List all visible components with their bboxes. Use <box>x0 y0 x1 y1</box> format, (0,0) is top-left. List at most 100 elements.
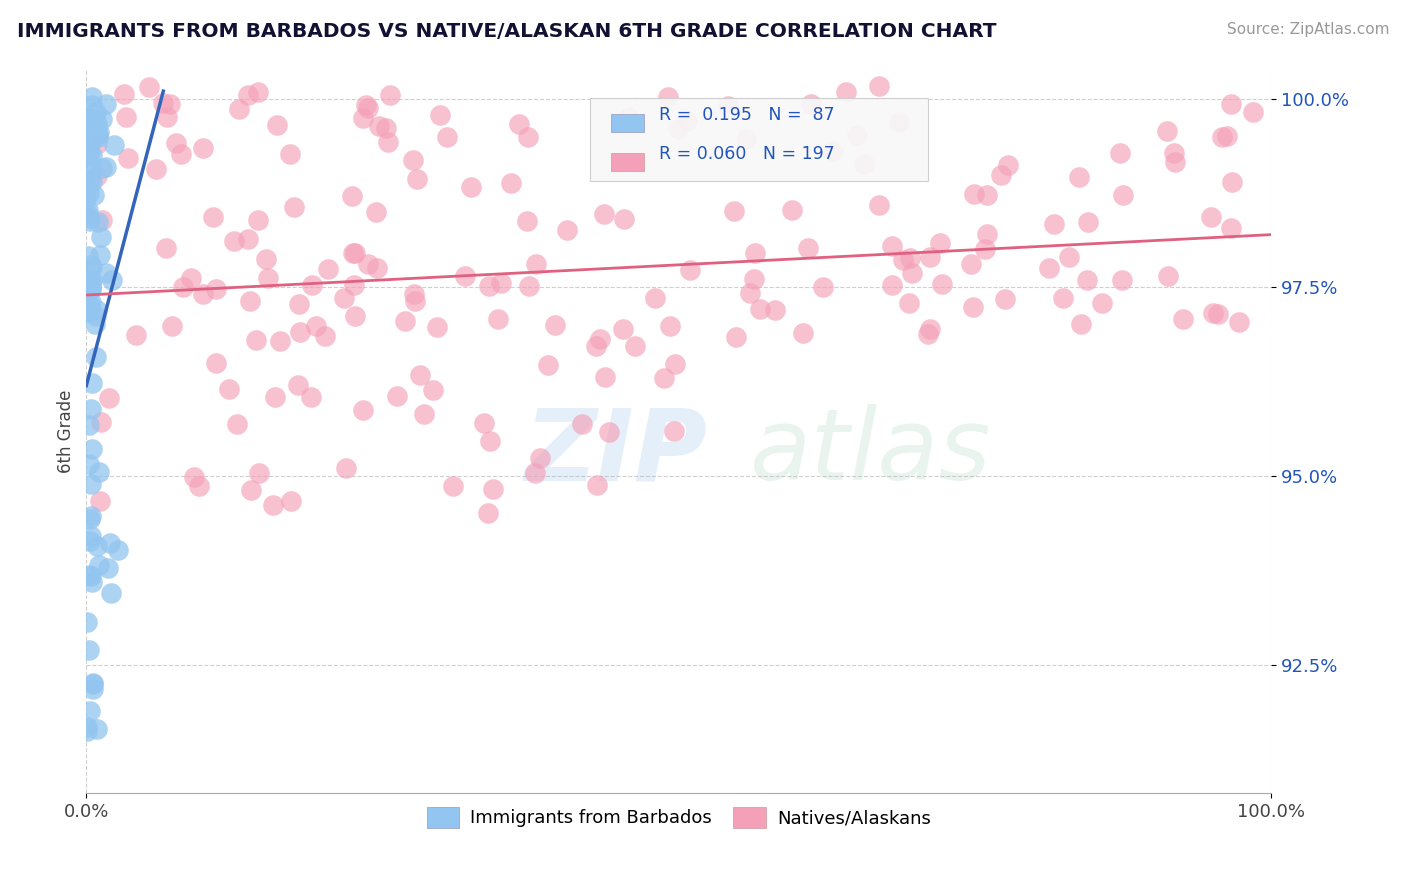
Point <box>343 310 366 324</box>
Point <box>287 378 309 392</box>
Point <box>100 586 122 600</box>
Point <box>204 282 226 296</box>
Point <box>962 300 984 314</box>
Point <box>299 390 322 404</box>
Point <box>76 272 98 286</box>
Point <box>1052 291 1074 305</box>
Point <box>1227 315 1250 329</box>
Point <box>387 389 409 403</box>
Point <box>80 282 103 296</box>
Point <box>366 260 388 275</box>
Point <box>76 615 98 630</box>
Point <box>264 390 287 404</box>
Point <box>422 383 444 397</box>
Point <box>1076 273 1098 287</box>
Point <box>990 168 1012 182</box>
Point <box>236 231 259 245</box>
Point <box>723 204 745 219</box>
Point <box>357 101 380 115</box>
Point <box>598 425 620 440</box>
Point <box>87 130 110 145</box>
Point <box>180 270 202 285</box>
Point <box>222 235 245 249</box>
Point <box>269 334 291 348</box>
Point <box>460 180 482 194</box>
Point <box>76 721 98 735</box>
Point <box>205 356 228 370</box>
Point <box>478 278 501 293</box>
Point <box>89 248 111 262</box>
Point <box>524 467 547 481</box>
Point <box>976 227 998 241</box>
Point <box>77 272 100 286</box>
Point <box>524 257 547 271</box>
Point <box>1211 130 1233 145</box>
Point <box>193 286 215 301</box>
Point <box>868 198 890 212</box>
Point <box>436 130 458 145</box>
Point <box>91 112 114 127</box>
Point <box>266 118 288 132</box>
Point <box>84 129 107 144</box>
Point <box>80 569 103 583</box>
Point <box>80 476 103 491</box>
Text: R =  0.195   N =  87: R = 0.195 N = 87 <box>658 106 834 124</box>
Point <box>489 276 512 290</box>
Point <box>1069 169 1091 184</box>
Point <box>543 318 565 332</box>
Point <box>792 326 814 340</box>
Point <box>80 295 103 310</box>
Point <box>314 329 336 343</box>
Point <box>86 303 108 318</box>
Point <box>82 260 104 274</box>
Point <box>98 392 121 406</box>
Point <box>201 210 224 224</box>
Point <box>162 318 184 333</box>
Point <box>79 533 101 548</box>
Text: atlas: atlas <box>749 404 991 501</box>
Point <box>76 202 98 217</box>
Point <box>83 119 105 133</box>
Point <box>880 278 903 293</box>
Point <box>664 357 686 371</box>
Point <box>170 146 193 161</box>
Point <box>80 402 103 417</box>
Point <box>394 314 416 328</box>
Point <box>87 125 110 139</box>
Point <box>734 132 756 146</box>
Point <box>1163 154 1185 169</box>
Point <box>868 78 890 93</box>
Point <box>80 98 103 112</box>
Point <box>76 180 98 194</box>
Point <box>555 223 578 237</box>
Point <box>900 266 922 280</box>
Point <box>404 286 426 301</box>
Point <box>658 319 681 334</box>
Point <box>517 129 540 144</box>
Point <box>188 479 211 493</box>
Point <box>103 138 125 153</box>
Point <box>83 188 105 202</box>
Point <box>1156 124 1178 138</box>
Text: Source: ZipAtlas.com: Source: ZipAtlas.com <box>1226 22 1389 37</box>
Point <box>1111 273 1133 287</box>
Point <box>335 461 357 475</box>
Point <box>79 458 101 472</box>
Point <box>288 326 311 340</box>
Point <box>1070 317 1092 331</box>
Point <box>247 213 270 227</box>
Point <box>679 263 702 277</box>
Point <box>87 127 110 141</box>
Point <box>145 161 167 176</box>
Point <box>112 87 135 102</box>
Point <box>1241 105 1264 120</box>
Point <box>917 327 939 342</box>
Point <box>76 301 98 316</box>
Point <box>406 171 429 186</box>
Point <box>675 114 697 128</box>
Point <box>280 494 302 508</box>
Point <box>172 280 194 294</box>
Point <box>402 153 425 167</box>
Point <box>1163 145 1185 160</box>
Point <box>994 293 1017 307</box>
